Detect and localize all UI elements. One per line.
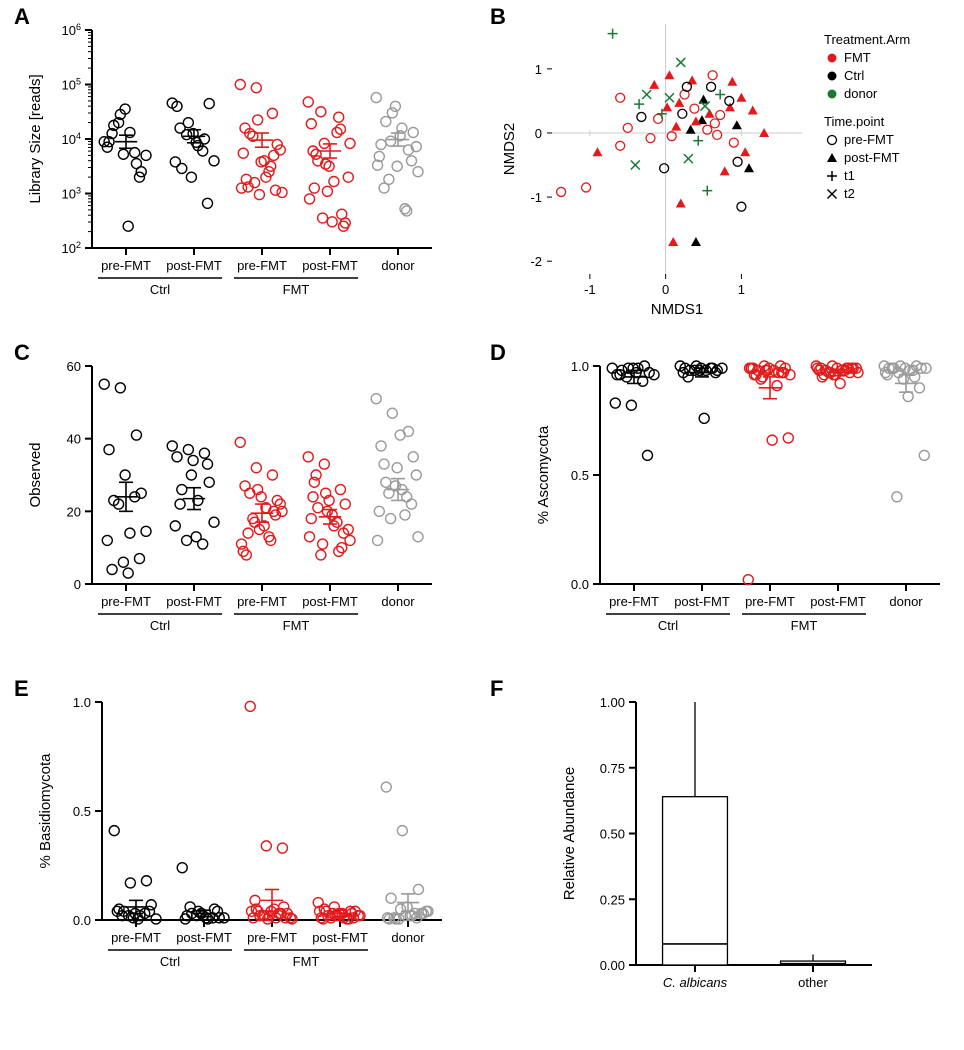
svg-text:0.00: 0.00 [600, 958, 625, 973]
svg-text:104: 104 [62, 131, 81, 147]
svg-text:post-FMT: post-FMT [810, 594, 866, 609]
svg-text:post-FMT: post-FMT [176, 930, 232, 945]
ylabel-A: Library Size [reads] [27, 74, 44, 203]
svg-text:post-FMT: post-FMT [166, 258, 222, 273]
svg-text:0: 0 [74, 577, 81, 592]
svg-text:t2: t2 [844, 186, 855, 201]
svg-text:0.0: 0.0 [73, 913, 91, 928]
svg-text:0.5: 0.5 [73, 804, 91, 819]
svg-text:NMDS2: NMDS2 [501, 123, 518, 176]
figure-root: ABCDEF102103104105106Library Size [reads… [0, 0, 964, 1050]
svg-text:-1: -1 [584, 282, 596, 297]
svg-text:pre-FMT: pre-FMT [844, 132, 894, 147]
svg-text:pre-FMT: pre-FMT [237, 594, 287, 609]
svg-text:t1: t1 [844, 168, 855, 183]
svg-text:post-FMT: post-FMT [312, 930, 368, 945]
chart-B: -1 0 1 -2 -1 0 1 NMDS1 NMDS2 Treatment.Arm FMT Ctrl… [497, 14, 964, 334]
svg-text:FMT: FMT [844, 50, 871, 65]
svg-text:-2: -2 [530, 254, 542, 269]
svg-text:Ctrl: Ctrl [150, 618, 170, 633]
chart-D: 0.0 0.5 1.0 % Ascomycota pre-FMT post-FMT pre-… [530, 356, 960, 664]
svg-text:NMDS1: NMDS1 [651, 301, 704, 318]
svg-text:post-FMT: post-FMT [302, 594, 358, 609]
svg-text:40: 40 [67, 432, 81, 447]
svg-text:0.0: 0.0 [571, 577, 589, 592]
svg-text:-1: -1 [530, 190, 542, 205]
svg-text:Treatment.Arm: Treatment.Arm [824, 32, 910, 47]
svg-text:Ctrl: Ctrl [658, 618, 678, 633]
svg-text:donor: donor [844, 86, 878, 101]
svg-text:102: 102 [62, 240, 81, 256]
svg-text:0: 0 [535, 126, 542, 141]
svg-text:post-FMT: post-FMT [166, 594, 222, 609]
chart-C: 0 20 40 60 Observed pre-FMT post-FMT pre-FMT pos… [22, 356, 452, 664]
svg-text:pre-FMT: pre-FMT [101, 258, 151, 273]
svg-text:post-FMT: post-FMT [302, 258, 358, 273]
svg-text:donor: donor [381, 594, 415, 609]
svg-text:Time.point: Time.point [824, 114, 885, 129]
svg-text:donor: donor [381, 258, 415, 273]
svg-text:FMT: FMT [293, 954, 320, 969]
svg-text:C. albicans: C. albicans [663, 975, 728, 990]
svg-text:pre-FMT: pre-FMT [111, 930, 161, 945]
svg-text:pre-FMT: pre-FMT [745, 594, 795, 609]
svg-text:donor: donor [391, 930, 425, 945]
svg-text:0.5: 0.5 [571, 468, 589, 483]
svg-text:pre-FMT: pre-FMT [247, 930, 297, 945]
svg-text:post-FMT: post-FMT [674, 594, 730, 609]
svg-text:Relative Abundance: Relative Abundance [561, 767, 578, 900]
svg-text:1.0: 1.0 [73, 695, 91, 710]
svg-text:105: 105 [62, 77, 81, 93]
svg-text:pre-FMT: pre-FMT [101, 594, 151, 609]
svg-text:106: 106 [62, 22, 81, 38]
svg-text:60: 60 [67, 359, 81, 374]
svg-text:1.00: 1.00 [600, 695, 625, 710]
chart-F: 0.00 0.25 0.50 0.75 1.00 Relative Abundance C.… [546, 692, 892, 1015]
svg-text:Ctrl: Ctrl [160, 954, 180, 969]
svg-text:1: 1 [738, 282, 745, 297]
svg-text:Ctrl: Ctrl [844, 68, 864, 83]
svg-text:FMT: FMT [283, 282, 310, 297]
ylabel-C: Observed [27, 442, 44, 507]
svg-text:post-FMT: post-FMT [844, 150, 900, 165]
svg-text:donor: donor [889, 594, 923, 609]
svg-text:20: 20 [67, 504, 81, 519]
svg-text:FMT: FMT [791, 618, 818, 633]
svg-text:0.75: 0.75 [600, 761, 625, 776]
chart-E: 0.0 0.5 1.0 % Basidiomycota pre-FMT post-FMT p… [32, 692, 462, 1000]
svg-text:0.25: 0.25 [600, 892, 625, 907]
panel-label-E: E [14, 676, 29, 702]
ylabel-E: % Basidiomycota [37, 753, 54, 869]
svg-text:0: 0 [662, 282, 669, 297]
svg-text:FMT: FMT [283, 618, 310, 633]
svg-text:1: 1 [535, 62, 542, 77]
panel-label-F: F [490, 676, 503, 702]
svg-text:1.0: 1.0 [571, 359, 589, 374]
svg-text:pre-FMT: pre-FMT [609, 594, 659, 609]
chart-A: 102 103 104 105 106 Library Size [reads] pre-F… [22, 20, 452, 328]
svg-text:pre-FMT: pre-FMT [237, 258, 287, 273]
svg-text:103: 103 [62, 186, 81, 202]
svg-text:Ctrl: Ctrl [150, 282, 170, 297]
ylabel-D: % Ascomycota [535, 425, 552, 524]
panel-label-D: D [490, 340, 506, 366]
svg-text:other: other [798, 975, 828, 990]
svg-text:0.50: 0.50 [600, 827, 625, 842]
